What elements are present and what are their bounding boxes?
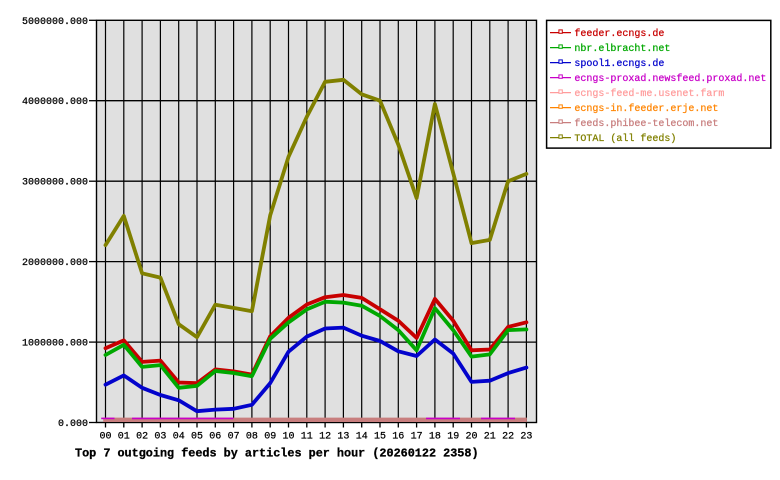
svg-text:21: 21 (484, 431, 496, 442)
svg-text:15: 15 (374, 431, 386, 442)
svg-text:02: 02 (136, 431, 148, 442)
svg-text:ecngs-proxad.newsfeed.proxad.n: ecngs-proxad.newsfeed.proxad.net (574, 73, 766, 85)
svg-text:19: 19 (447, 431, 459, 442)
svg-text:feeder.ecngs.de: feeder.ecngs.de (574, 28, 664, 40)
svg-text:22: 22 (502, 431, 514, 442)
svg-text:Top 7 outgoing feeds by articl: Top 7 outgoing feeds by articles per hou… (75, 447, 479, 461)
svg-text:06: 06 (209, 431, 221, 442)
svg-text:12: 12 (319, 431, 331, 442)
svg-text:09: 09 (264, 431, 276, 442)
svg-text:1000000.000: 1000000.000 (22, 339, 88, 350)
svg-text:10: 10 (282, 431, 294, 442)
svg-text:2000000.000: 2000000.000 (22, 258, 88, 269)
svg-text:07: 07 (228, 431, 240, 442)
svg-text:01: 01 (118, 431, 130, 442)
svg-text:ecngs-in.feeder.erje.net: ecngs-in.feeder.erje.net (574, 103, 718, 115)
svg-text:00: 00 (99, 431, 111, 442)
svg-text:04: 04 (173, 431, 185, 442)
svg-text:14: 14 (356, 431, 368, 442)
svg-text:TOTAL (all feeds): TOTAL (all feeds) (574, 133, 676, 145)
svg-text:feeds.phibee-telecom.net: feeds.phibee-telecom.net (574, 118, 718, 130)
svg-text:23: 23 (520, 431, 532, 442)
svg-text:5000000.000: 5000000.000 (22, 17, 88, 28)
svg-text:13: 13 (337, 431, 349, 442)
svg-text:08: 08 (246, 431, 258, 442)
svg-text:4000000.000: 4000000.000 (22, 97, 88, 108)
svg-text:spool1.ecngs.de: spool1.ecngs.de (574, 58, 664, 70)
svg-text:03: 03 (154, 431, 166, 442)
svg-text:nbr.elbracht.net: nbr.elbracht.net (574, 43, 670, 55)
svg-text:20: 20 (465, 431, 477, 442)
svg-text:16: 16 (392, 431, 404, 442)
svg-text:3000000.000: 3000000.000 (22, 178, 88, 189)
svg-text:ecngs-feed-me.usenet.farm: ecngs-feed-me.usenet.farm (574, 88, 724, 100)
svg-text:05: 05 (191, 431, 203, 442)
svg-text:0.000: 0.000 (58, 419, 88, 430)
svg-text:18: 18 (429, 431, 441, 442)
svg-text:17: 17 (411, 431, 423, 442)
svg-text:11: 11 (301, 431, 313, 442)
